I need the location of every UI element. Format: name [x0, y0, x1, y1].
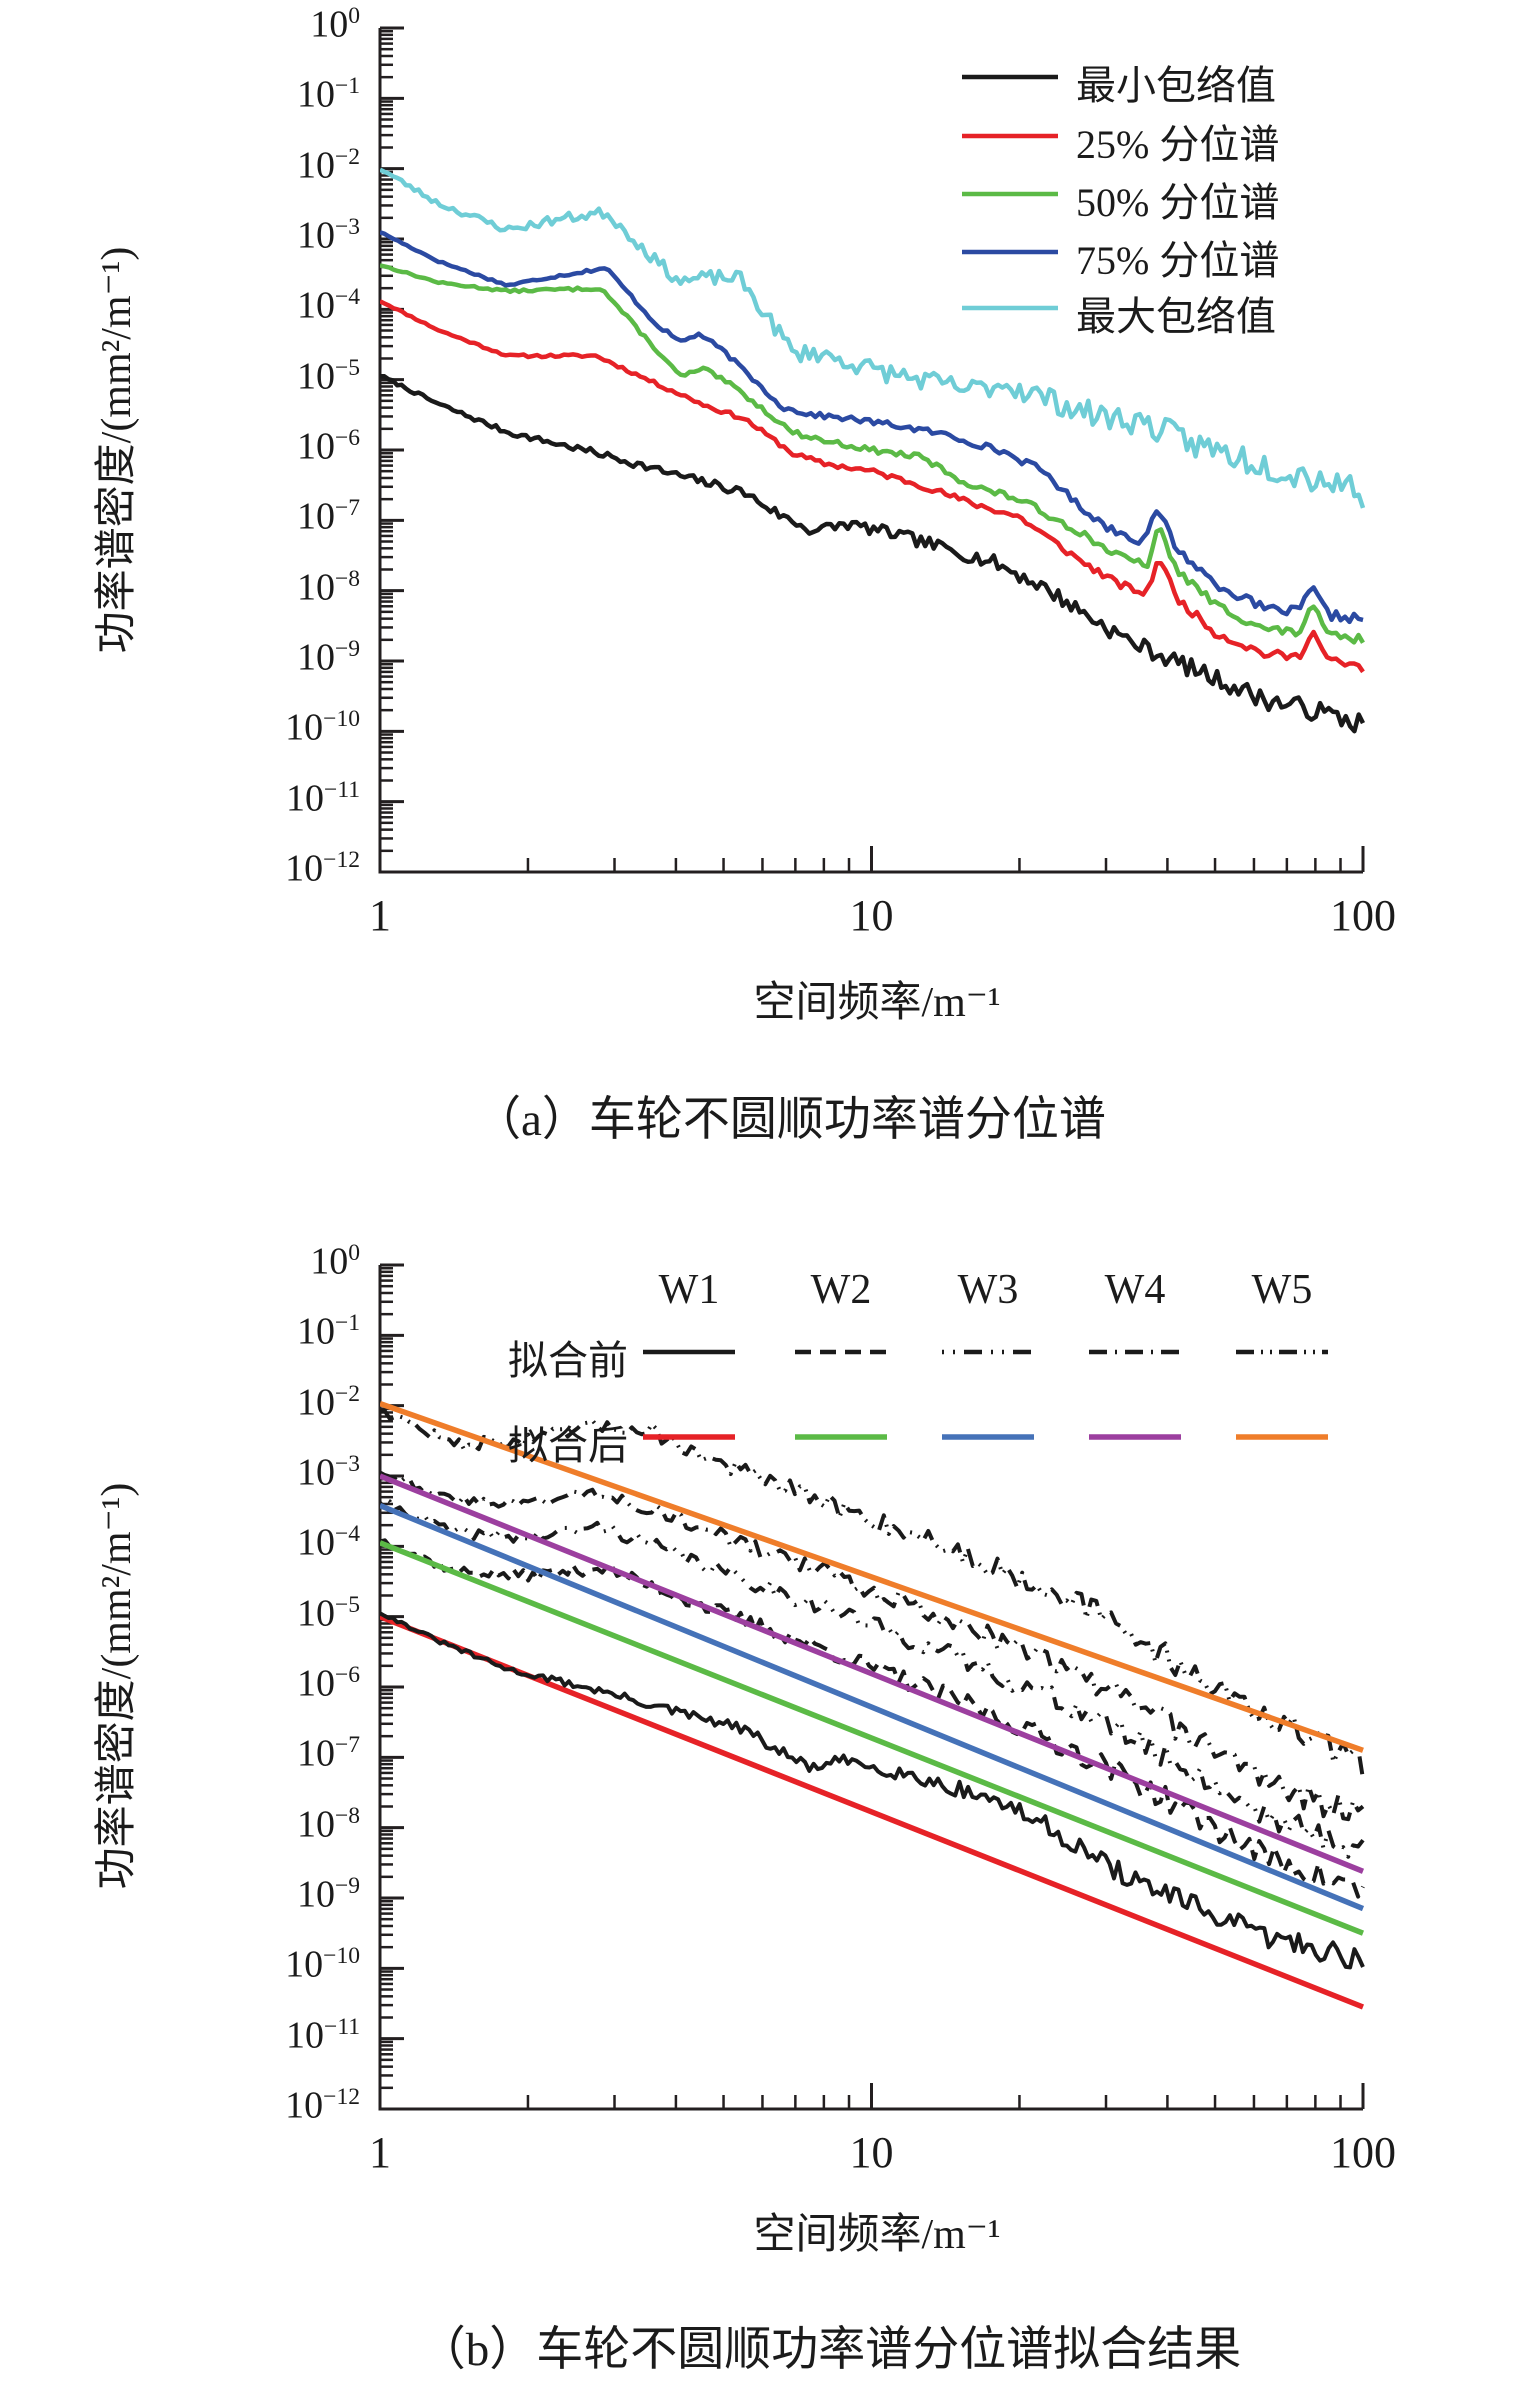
y-tick-label: 10−5: [296, 354, 360, 398]
y-tick-label: 10−4: [296, 284, 360, 327]
y-tick-label: 10−3: [296, 214, 360, 257]
legend-b-column-w3: W3: [957, 1267, 1019, 1313]
x-tick-label: 100: [1330, 2128, 1396, 2177]
chart-b-caption: （b）车轮不圆顺功率谱分位谱拟合结果: [418, 2324, 1242, 2376]
y-tick-label: 100: [310, 1240, 360, 1283]
y-tick-label: 10−8: [296, 565, 360, 609]
chart-a-caption: （a）车轮不圆顺功率谱分位谱: [474, 1094, 1106, 1146]
series-W5-fit: [380, 1401, 1364, 1753]
y-tick-label: 10−10: [285, 1943, 360, 1986]
y-tick-label: 10−3: [296, 1451, 360, 1494]
y-tick-label: 10−7: [296, 495, 360, 538]
series-W1-before: [380, 1611, 1365, 1970]
y-tick-label: 10−4: [296, 1521, 360, 1564]
series-W3-before: [380, 1496, 1365, 1859]
legend-a-item-label: 25% 分位谱: [1076, 122, 1280, 167]
legend-b-row-before: 拟合前: [508, 1338, 628, 1383]
legend-a-item-label: 最大包络值: [1076, 294, 1276, 339]
chart-b-x-axis-title: 空间频率/m⁻¹: [753, 2212, 1001, 2258]
x-tick-label: 10: [849, 2128, 894, 2177]
y-tick-label: 10−5: [296, 1591, 360, 1635]
series-quantile-75: [380, 230, 1364, 625]
y-tick-label: 10−6: [296, 425, 360, 468]
y-tick-label: 10−12: [285, 847, 360, 890]
x-tick-label: 1: [369, 891, 391, 940]
y-tick-label: 10−12: [285, 2084, 360, 2127]
series-W4-fit: [380, 1473, 1365, 1874]
series-quantile-25: [380, 299, 1365, 674]
series-W5-before: [380, 1409, 1365, 1780]
legend-a-item-label: 最小包络值: [1076, 63, 1276, 108]
series-W3-fit: [380, 1502, 1365, 1912]
x-tick-label: 1: [369, 2128, 391, 2177]
legend-b-row-after: 拟合后: [508, 1423, 628, 1468]
legend-a-item-label: 75% 分位谱: [1076, 238, 1280, 283]
legend-b-column-w5: W5: [1251, 1267, 1313, 1313]
y-tick-label: 10−2: [296, 143, 360, 187]
y-tick-label: 100: [310, 3, 360, 46]
y-tick-label: 10−1: [296, 73, 360, 116]
chart-b-y-axis-title: 功率谱密度/(mm²/m⁻¹): [94, 1482, 140, 1890]
series-W4-before: [380, 1470, 1365, 1822]
legend-b-column-w1: W1: [658, 1267, 720, 1313]
y-tick-label: 10−9: [296, 1873, 360, 1916]
legend-b-column-w4: W4: [1104, 1267, 1166, 1313]
series-W1-fit: [380, 1614, 1365, 2010]
y-tick-label: 10−7: [296, 1732, 360, 1775]
y-tick-label: 10−8: [296, 1802, 360, 1846]
chart-a-x-axis-title: 空间频率/m⁻¹: [753, 980, 1001, 1026]
series-min-envelope: [380, 373, 1366, 734]
legend-a-item-label: 50% 分位谱: [1076, 180, 1280, 225]
y-tick-label: 10−2: [296, 1380, 360, 1424]
y-tick-label: 10−11: [286, 776, 360, 820]
x-tick-label: 100: [1330, 891, 1396, 940]
chart-a-y-axis-title: 功率谱密度/(mm²/m⁻¹): [94, 246, 140, 654]
y-tick-label: 10−10: [285, 706, 360, 749]
y-tick-label: 10−1: [296, 1310, 360, 1353]
x-tick-label: 10: [849, 891, 894, 940]
series-W2-fit: [380, 1540, 1365, 1936]
legend-b-column-w2: W2: [810, 1267, 872, 1313]
series-quantile-50: [380, 263, 1365, 645]
series-max-envelope: [380, 167, 1366, 509]
y-tick-label: 10−6: [296, 1662, 360, 1705]
y-tick-label: 10−9: [296, 636, 360, 679]
y-tick-label: 10−11: [286, 2013, 360, 2057]
